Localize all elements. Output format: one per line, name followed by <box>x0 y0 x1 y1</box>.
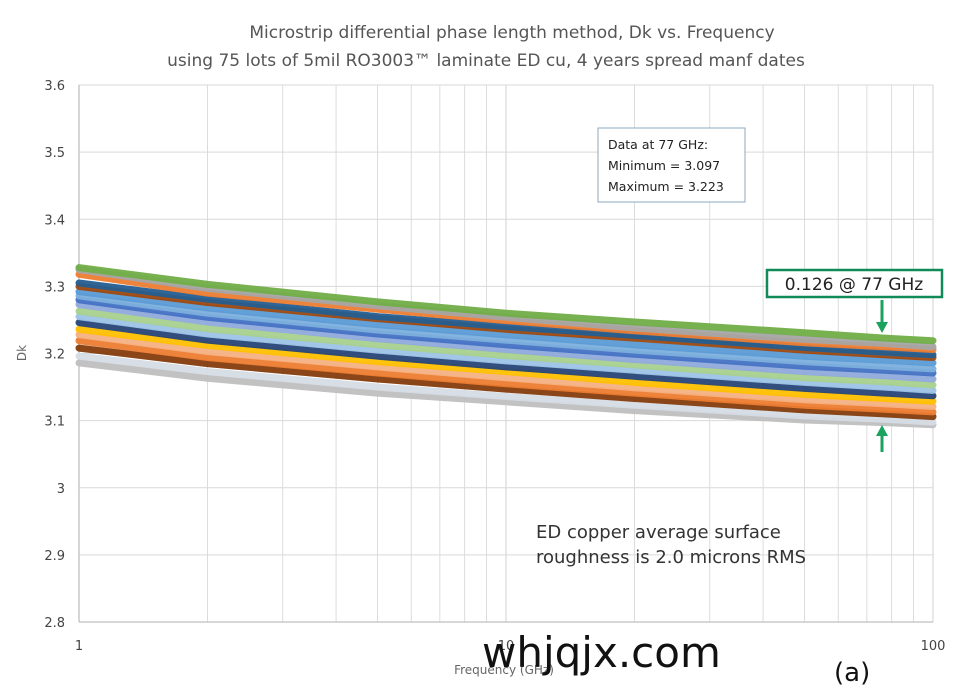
y-tick-label: 3 <box>57 482 65 497</box>
info-box: Data at 77 GHz: Minimum = 3.097 Maximum … <box>597 127 746 203</box>
series-line <box>75 292 937 373</box>
info-box-heading: Data at 77 GHz: <box>608 137 708 152</box>
info-box-frame <box>597 127 746 203</box>
x-tick-label: 1 <box>75 639 83 654</box>
info-box-maximum: Maximum = 3.223 <box>608 179 724 194</box>
series-line <box>75 331 937 410</box>
series-line <box>75 264 937 345</box>
y-tick-label: 3.3 <box>44 280 65 295</box>
series-line <box>75 279 937 359</box>
series-line <box>75 319 937 400</box>
series-line <box>75 307 937 389</box>
series-line <box>75 344 937 421</box>
series-line <box>75 301 937 383</box>
series-line <box>75 313 937 394</box>
info-box-minimum: Minimum = 3.097 <box>608 158 720 173</box>
x-tick-label: 100 <box>921 639 946 654</box>
y-tick-label: 3.2 <box>44 348 65 363</box>
down-arrow-head <box>876 322 888 333</box>
series-line <box>75 337 937 416</box>
roughness-note-line-2: roughness is 2.0 microns RMS <box>536 547 806 568</box>
y-tick-label: 2.8 <box>44 616 65 631</box>
y-tick-label: 3.5 <box>44 146 65 161</box>
series-line <box>75 325 937 405</box>
y-axis-label: Dk <box>15 345 29 361</box>
x-axis-label: Frequency (GHz) <box>454 663 554 677</box>
spread-arrows <box>876 300 888 452</box>
series-line <box>75 266 937 351</box>
y-tick-label: 3.6 <box>44 79 65 94</box>
y-tick-label: 2.9 <box>44 549 65 564</box>
watermark: whjqjx.com <box>482 628 721 677</box>
up-arrow-head <box>876 425 888 436</box>
y-tick-label: 3.1 <box>44 415 65 430</box>
x-tick-label: 10 <box>498 639 515 654</box>
panel-label: (a) <box>834 658 870 688</box>
series-line <box>75 288 937 367</box>
y-tick-label: 3.4 <box>44 213 65 228</box>
series-line <box>75 352 937 426</box>
callout-frame <box>765 268 944 299</box>
tick-labels: 2.8 2.9 3 3.1 3.2 3.3 3.4 3.5 3.6 1 10 100 <box>44 79 945 654</box>
series-lines <box>75 264 937 429</box>
series-line <box>75 296 937 377</box>
spread-callout: 0.126 @ 77 GHz <box>765 268 944 299</box>
roughness-note-line-1: ED copper average surface <box>536 522 781 543</box>
chart-subtitle: using 75 lots of 5mil RO3003™ laminate E… <box>167 51 805 71</box>
callout-text: 0.126 @ 77 GHz <box>785 275 923 295</box>
chart-title: Microstrip differential phase length met… <box>249 23 774 43</box>
